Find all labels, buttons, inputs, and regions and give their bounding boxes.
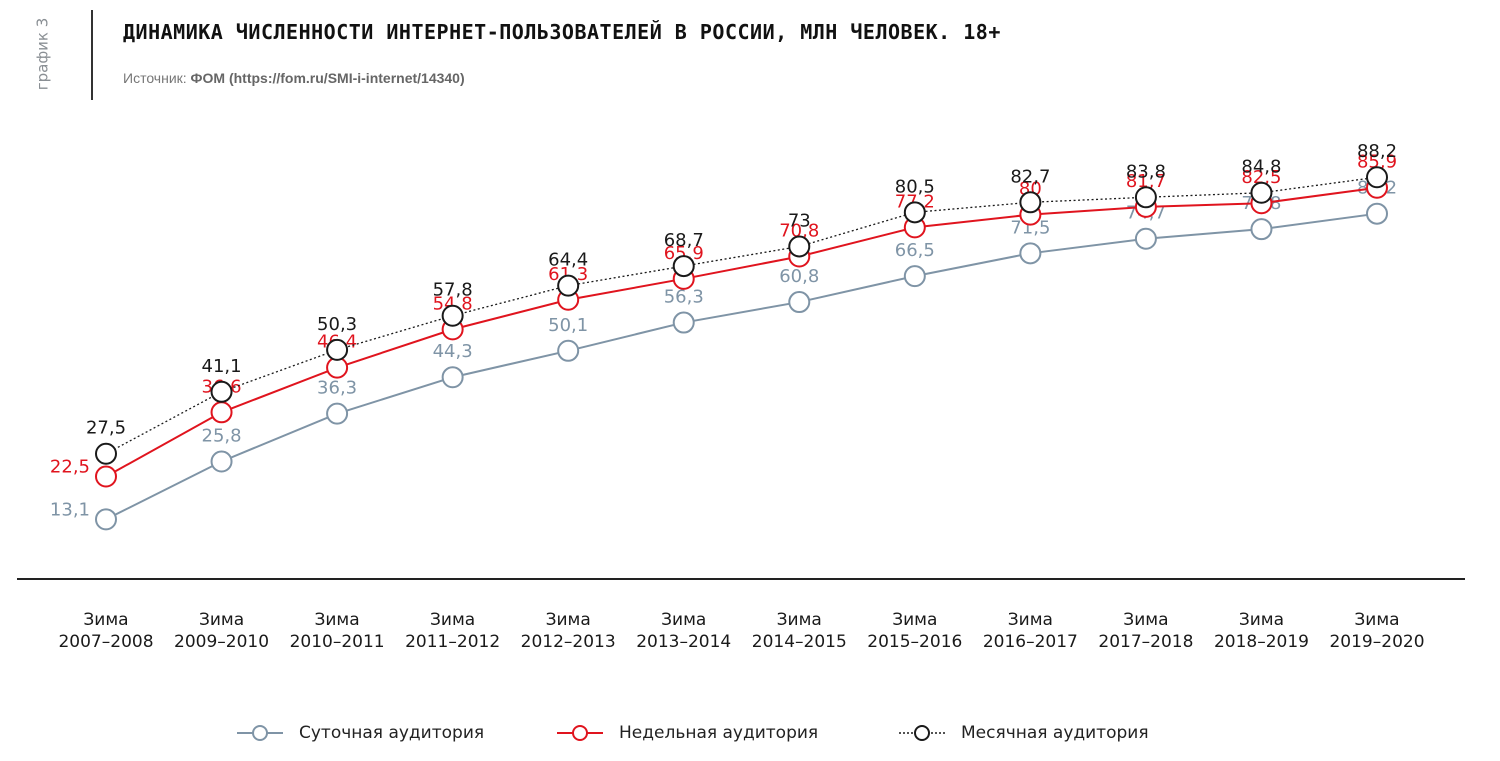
legend-swatch-weekly-icon xyxy=(557,725,603,741)
legend-label-daily: Суточная аудитория xyxy=(299,723,485,743)
data-label-daily: 50,1 xyxy=(548,315,588,336)
data-label-daily: 44,3 xyxy=(433,341,473,362)
data-point-daily xyxy=(903,265,926,288)
data-label-weekly: 54,8 xyxy=(433,293,473,314)
x-tick-label: Зима xyxy=(199,610,244,630)
x-tick-label: Зима xyxy=(1239,610,1284,630)
data-point-monthly xyxy=(1134,186,1157,209)
data-label-monthly: 68,7 xyxy=(664,230,704,251)
data-point-monthly xyxy=(903,201,926,224)
x-tick-label: Зима xyxy=(1354,610,1399,630)
data-point-daily xyxy=(1019,242,1042,265)
header-divider xyxy=(91,10,93,100)
data-point-monthly xyxy=(326,338,349,361)
data-label-daily: 71,5 xyxy=(1010,217,1050,238)
data-label-weekly: 85,9 xyxy=(1357,152,1397,173)
legend-item-monthly: Месячная аудитория xyxy=(899,718,1149,748)
x-tick-label: 2014–2015 xyxy=(752,632,847,652)
data-label-weekly: 70,8 xyxy=(779,221,819,242)
data-label-weekly: 81,7 xyxy=(1126,171,1166,192)
data-label-daily: 66,5 xyxy=(895,240,935,261)
data-point-daily xyxy=(210,450,233,473)
x-tick-label: Зима xyxy=(661,610,706,630)
data-point-monthly xyxy=(95,442,117,465)
data-label-weekly: 61,3 xyxy=(548,264,588,285)
data-label-daily: 56,3 xyxy=(664,287,704,308)
legend-swatch-daily-icon xyxy=(237,725,283,741)
line-chart: Зима2007–2008Зима2009–2010Зима2010–2011З… xyxy=(17,141,1465,652)
data-point-monthly xyxy=(441,304,464,327)
data-point-monthly xyxy=(788,235,811,258)
x-tick-label: Зима xyxy=(892,610,937,630)
x-tick-label: Зима xyxy=(314,610,359,630)
data-point-weekly xyxy=(210,401,233,424)
source-prefix: Источник: xyxy=(123,70,191,86)
data-label-monthly: 80,5 xyxy=(895,176,935,197)
data-point-daily xyxy=(95,508,117,531)
series-line-monthly xyxy=(105,176,1378,455)
x-tick-label: 2009–2010 xyxy=(174,632,269,652)
x-tick-label: 2018–2019 xyxy=(1214,632,1309,652)
x-tick-label: Зима xyxy=(1123,610,1168,630)
data-label-monthly: 64,4 xyxy=(548,250,588,271)
x-tick-label: 2017–2018 xyxy=(1098,632,1193,652)
data-label-monthly: 50,3 xyxy=(317,314,357,335)
data-label-monthly: 41,1 xyxy=(202,356,242,377)
legend-swatch-monthly-icon xyxy=(899,725,945,741)
data-point-daily xyxy=(672,311,695,334)
series-line-daily xyxy=(105,212,1378,521)
legend-item-daily: Суточная аудитория xyxy=(237,718,484,748)
source-line: Источник: ФОМ (https://fom.ru/SMI-i-inte… xyxy=(123,70,465,86)
x-tick-label: 2011–2012 xyxy=(405,632,500,652)
source-text: ФОМ (https://fom.ru/SMI-i-internet/14340… xyxy=(190,70,465,86)
data-label-weekly: 65,9 xyxy=(664,243,704,264)
legend-label-monthly: Месячная аудитория xyxy=(961,723,1149,743)
chart-title: ДИНАМИКА ЧИСЛЕННОСТИ ИНТЕРНЕТ-ПОЛЬЗОВАТЕ… xyxy=(123,20,1001,44)
x-tick-label: 2007–2008 xyxy=(58,632,153,652)
x-tick-label: Зима xyxy=(777,610,822,630)
data-point-monthly xyxy=(1366,166,1388,189)
data-point-monthly xyxy=(210,380,233,403)
data-label-monthly: 88,2 xyxy=(1357,141,1397,162)
data-label-daily: 13,1 xyxy=(50,499,90,520)
data-label-monthly: 57,8 xyxy=(433,280,473,301)
data-point-daily xyxy=(326,402,349,425)
x-tick-label: 2010–2011 xyxy=(290,632,385,652)
x-tick-label: 2015–2016 xyxy=(867,632,962,652)
legend-item-weekly: Недельная аудитория xyxy=(557,718,818,748)
data-label-monthly: 84,8 xyxy=(1241,157,1281,178)
data-label-monthly: 83,8 xyxy=(1126,161,1166,182)
x-tick-label: Зима xyxy=(1008,610,1053,630)
data-label-monthly: 73 xyxy=(788,210,811,231)
data-point-daily xyxy=(1250,218,1273,241)
x-tick-label: Зима xyxy=(83,610,128,630)
data-label-daily: 36,3 xyxy=(317,378,357,399)
data-point-monthly xyxy=(1019,191,1042,214)
x-tick-label: 2012–2013 xyxy=(521,632,616,652)
series-line-weekly xyxy=(105,186,1378,478)
legend: Суточная аудитория Недельная аудитория М… xyxy=(0,718,1500,748)
data-point-monthly xyxy=(672,255,695,278)
data-label-monthly: 82,7 xyxy=(1010,166,1050,187)
legend-label-weekly: Недельная аудитория xyxy=(619,723,819,743)
data-point-daily xyxy=(788,291,811,314)
x-tick-label: 2013–2014 xyxy=(636,632,731,652)
data-label-monthly: 27,5 xyxy=(86,418,126,439)
x-tick-label: Зима xyxy=(430,610,475,630)
x-tick-label: 2019–2020 xyxy=(1329,632,1424,652)
data-point-weekly xyxy=(95,465,117,488)
data-point-daily xyxy=(1134,227,1157,250)
x-tick-label: 2016–2017 xyxy=(983,632,1078,652)
data-point-daily xyxy=(441,366,464,389)
data-label-weekly: 82,5 xyxy=(1241,167,1281,188)
x-tick-label: Зима xyxy=(546,610,591,630)
data-label-daily: 25,8 xyxy=(202,425,242,446)
data-point-monthly xyxy=(557,274,580,297)
data-label-daily: 60,8 xyxy=(779,266,819,287)
data-point-monthly xyxy=(1250,181,1273,204)
data-label-weekly: 22,5 xyxy=(50,457,90,478)
data-point-daily xyxy=(1366,202,1388,225)
data-point-daily xyxy=(557,339,580,362)
